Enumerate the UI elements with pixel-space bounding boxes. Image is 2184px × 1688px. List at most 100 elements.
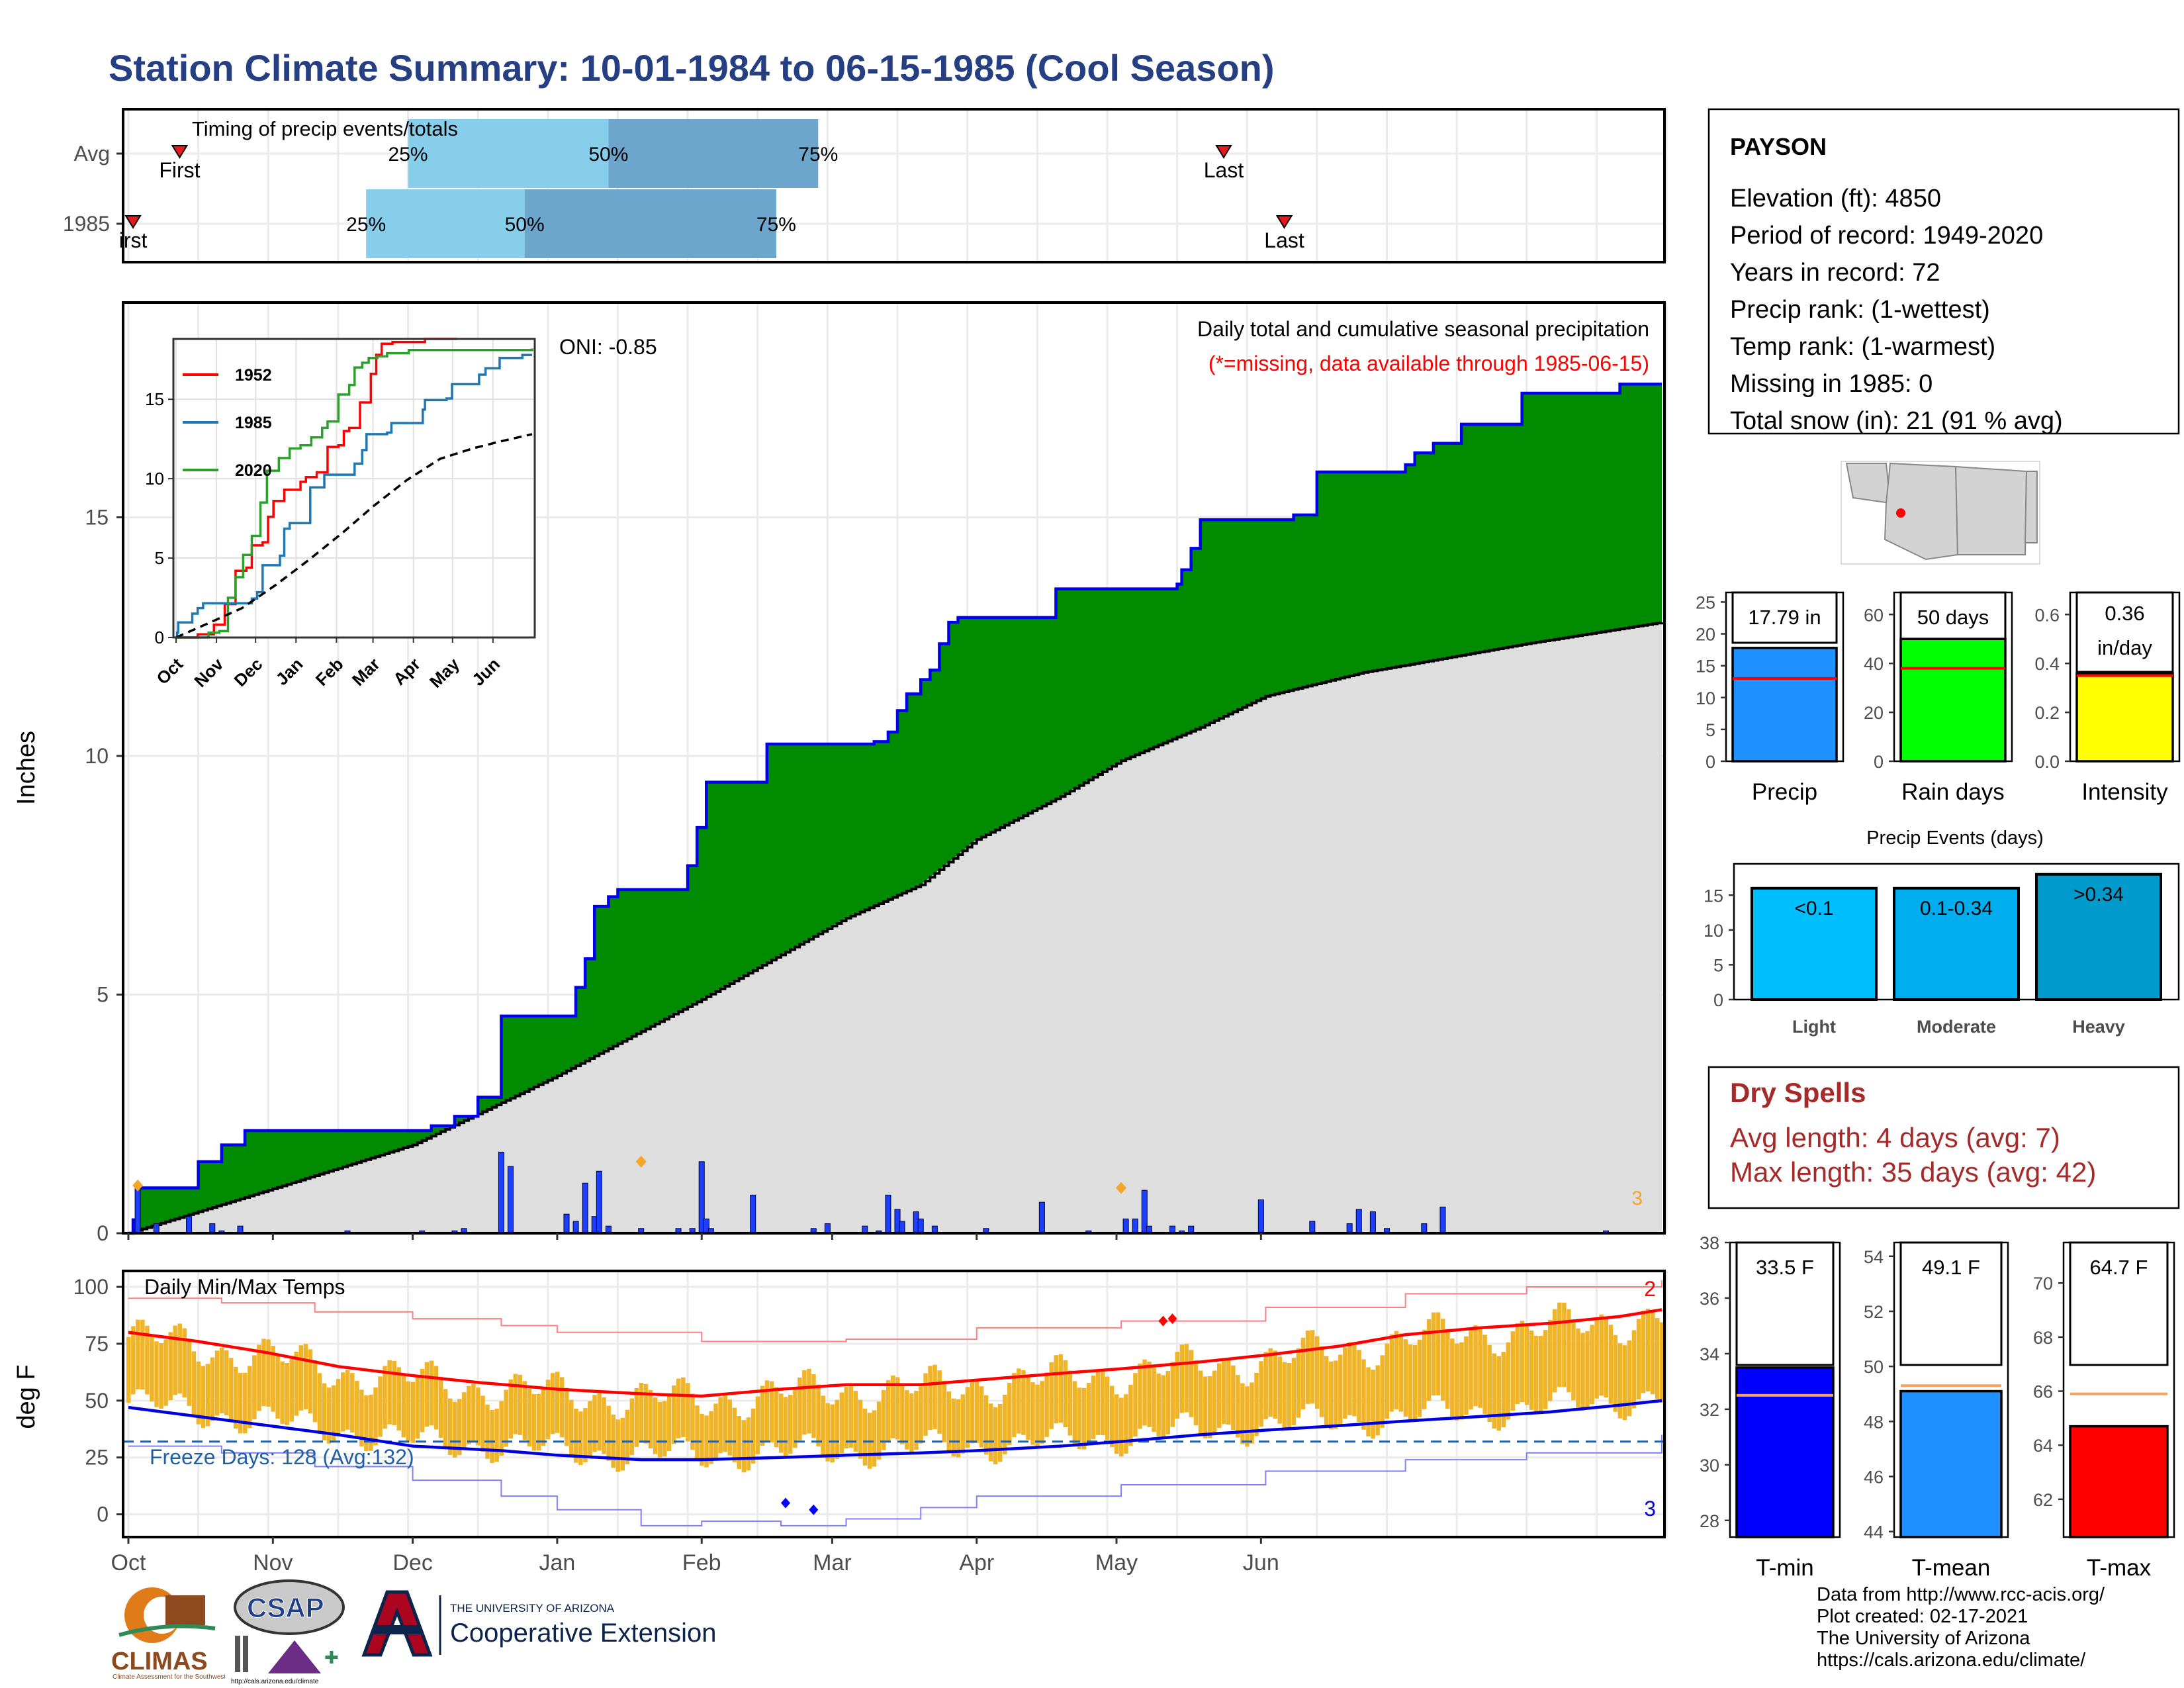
map-state-west: [1845, 463, 1891, 504]
daily-temp-bar: [1417, 1339, 1422, 1417]
daily-temp-bar: [1622, 1345, 1627, 1421]
station-info-line: Temp rank: (1-warmest): [1730, 333, 1995, 361]
precip-y-tick-label: 15: [85, 505, 109, 529]
daily-temp-bar: [1385, 1343, 1389, 1419]
rain_days-value-label: 50 days: [1917, 606, 1989, 629]
daily-temp-bar: [1184, 1344, 1189, 1413]
timing-q25-label: 25%: [388, 144, 428, 165]
daily-temp-bar: [485, 1404, 490, 1459]
daily-temp-bar: [415, 1376, 420, 1439]
intensity-value-bar: [2075, 672, 2174, 763]
daily-temp-bar: [1636, 1319, 1641, 1399]
intensity-axis-label: Intensity: [2081, 779, 2168, 805]
intensity-chart: 0.0 0.2 0.4 0.6 0.36 in/day Intensity: [2034, 591, 2181, 805]
ua-extension: Cooperative Extension: [450, 1618, 716, 1648]
daily-temp-bar: [1017, 1368, 1021, 1434]
precip_total-value-label: 17.79 in: [1748, 606, 1821, 629]
daily-temp-bar: [1319, 1346, 1324, 1417]
daily-temp-bar: [266, 1339, 271, 1407]
daily-temp-bar: [294, 1351, 299, 1416]
daily-temp-bar: [322, 1383, 327, 1440]
daily-temp-bar: [1231, 1365, 1236, 1430]
intensity-y-tick-label: 0.0: [2034, 752, 2060, 772]
events-bar: [1751, 886, 1878, 1002]
daily-precip-bar: [750, 1194, 756, 1234]
daily-temp-bar: [1081, 1387, 1087, 1450]
daily-temp-bar: [1599, 1314, 1604, 1396]
daily-temp-bar: [168, 1332, 173, 1401]
daily-temp-bar: [1152, 1368, 1156, 1432]
temps-title: Daily Min/Max Temps: [144, 1275, 345, 1299]
temps-x-tick-label: Mar: [813, 1550, 852, 1575]
record-high-marker: [1167, 1313, 1177, 1325]
daily-temp-bar: [364, 1395, 369, 1452]
timing-first-marker: [171, 145, 189, 159]
daily-temp-bar: [821, 1395, 825, 1456]
daily-temp-bar: [825, 1403, 830, 1462]
daily-temp-bar: [923, 1373, 928, 1436]
daily-precip-bar: [1132, 1218, 1138, 1234]
daily-temp-bar: [737, 1416, 742, 1470]
average-max-line: [128, 1308, 1662, 1398]
daily-temp-bar: [1226, 1359, 1231, 1425]
timing-bar-q25-q50: [366, 189, 525, 258]
station-info-line: Years in record: 72: [1730, 259, 1940, 287]
temps-x-tick-label: Jun: [1243, 1550, 1279, 1575]
daily-temp-bar: [355, 1380, 359, 1439]
inset-legend-label: 2020: [235, 461, 272, 480]
daily-temp-bar: [1091, 1376, 1096, 1440]
intensity-value-box: [2075, 591, 2174, 673]
daily-temp-bar: [1287, 1362, 1292, 1429]
timing-last-marker: [1275, 215, 1293, 229]
daily-temp-bar: [1035, 1384, 1040, 1447]
daily-temp-bar: [522, 1381, 527, 1440]
daily-temp-bar: [1259, 1361, 1263, 1427]
daily-temp-bar: [666, 1394, 672, 1452]
daily-temp-bar: [686, 1383, 690, 1442]
timing-first-marker: [124, 215, 142, 229]
tmax-y-tick-label: 70: [2033, 1274, 2053, 1293]
daily-temp-bar: [1216, 1363, 1222, 1429]
daily-temp-bar: [774, 1387, 779, 1448]
daily-temp-bar: [727, 1399, 732, 1456]
temps-y-tick-label: 0: [97, 1503, 109, 1526]
daily-temp-bar: [606, 1405, 611, 1461]
timing-plot-border: [122, 108, 1666, 263]
daily-temp-bar: [1641, 1311, 1646, 1393]
daily-temp-bar: [1170, 1362, 1175, 1427]
daily-temp-bar: [1543, 1330, 1548, 1409]
daily-precip-bar: [1346, 1223, 1353, 1234]
daily-temp-bar: [182, 1328, 187, 1398]
daily-temp-bar: [145, 1325, 150, 1395]
daily-temp-bar: [536, 1393, 541, 1451]
events-y-tick-label: 0: [1713, 990, 1723, 1010]
timing-last-label: Last: [1264, 228, 1304, 252]
daily-temp-bar: [1585, 1331, 1590, 1409]
daily-temp-bar: [723, 1395, 727, 1452]
events-y-tick-label: 10: [1704, 921, 1723, 941]
daily-temp-bar: [1473, 1325, 1478, 1407]
daily-temp-bar: [457, 1399, 462, 1456]
precip_total-value-bar: [1731, 647, 1838, 763]
timing-title: Timing of precip events/totals: [192, 117, 458, 140]
cumulative-average-area: [128, 622, 1662, 1233]
record-max-line: [128, 1280, 1662, 1342]
daily-temp-bar: [974, 1381, 979, 1444]
tmean-y-tick-label: 54: [1864, 1247, 1884, 1267]
precip-subtitle: (*=missing, data available through 1985-…: [1208, 352, 1649, 375]
daily-temp-bar: [369, 1394, 373, 1451]
daily-temp-bar: [1250, 1382, 1254, 1444]
daily-temp-bar: [1207, 1376, 1212, 1438]
daily-temp-bar: [657, 1401, 662, 1458]
dry-spells-max: Max length: 35 days (avg: 42): [1730, 1156, 2096, 1188]
daily-precip-bar: [186, 1216, 193, 1234]
daily-temp-bar: [1520, 1321, 1525, 1403]
events-title: Precip Events (days): [1866, 827, 2044, 849]
timing-bar-q50-q75: [608, 119, 819, 188]
footer-credits: Data from http://www.rcc-acis.org/ Plot …: [1817, 1584, 2105, 1671]
daily-temp-bar: [1487, 1344, 1492, 1423]
daily-temp-bar: [1095, 1370, 1101, 1435]
daily-temp-bar: [1529, 1331, 1534, 1410]
daily-temp-bar: [1380, 1355, 1385, 1428]
tmin-y-tick-label: 30: [1700, 1456, 1719, 1476]
